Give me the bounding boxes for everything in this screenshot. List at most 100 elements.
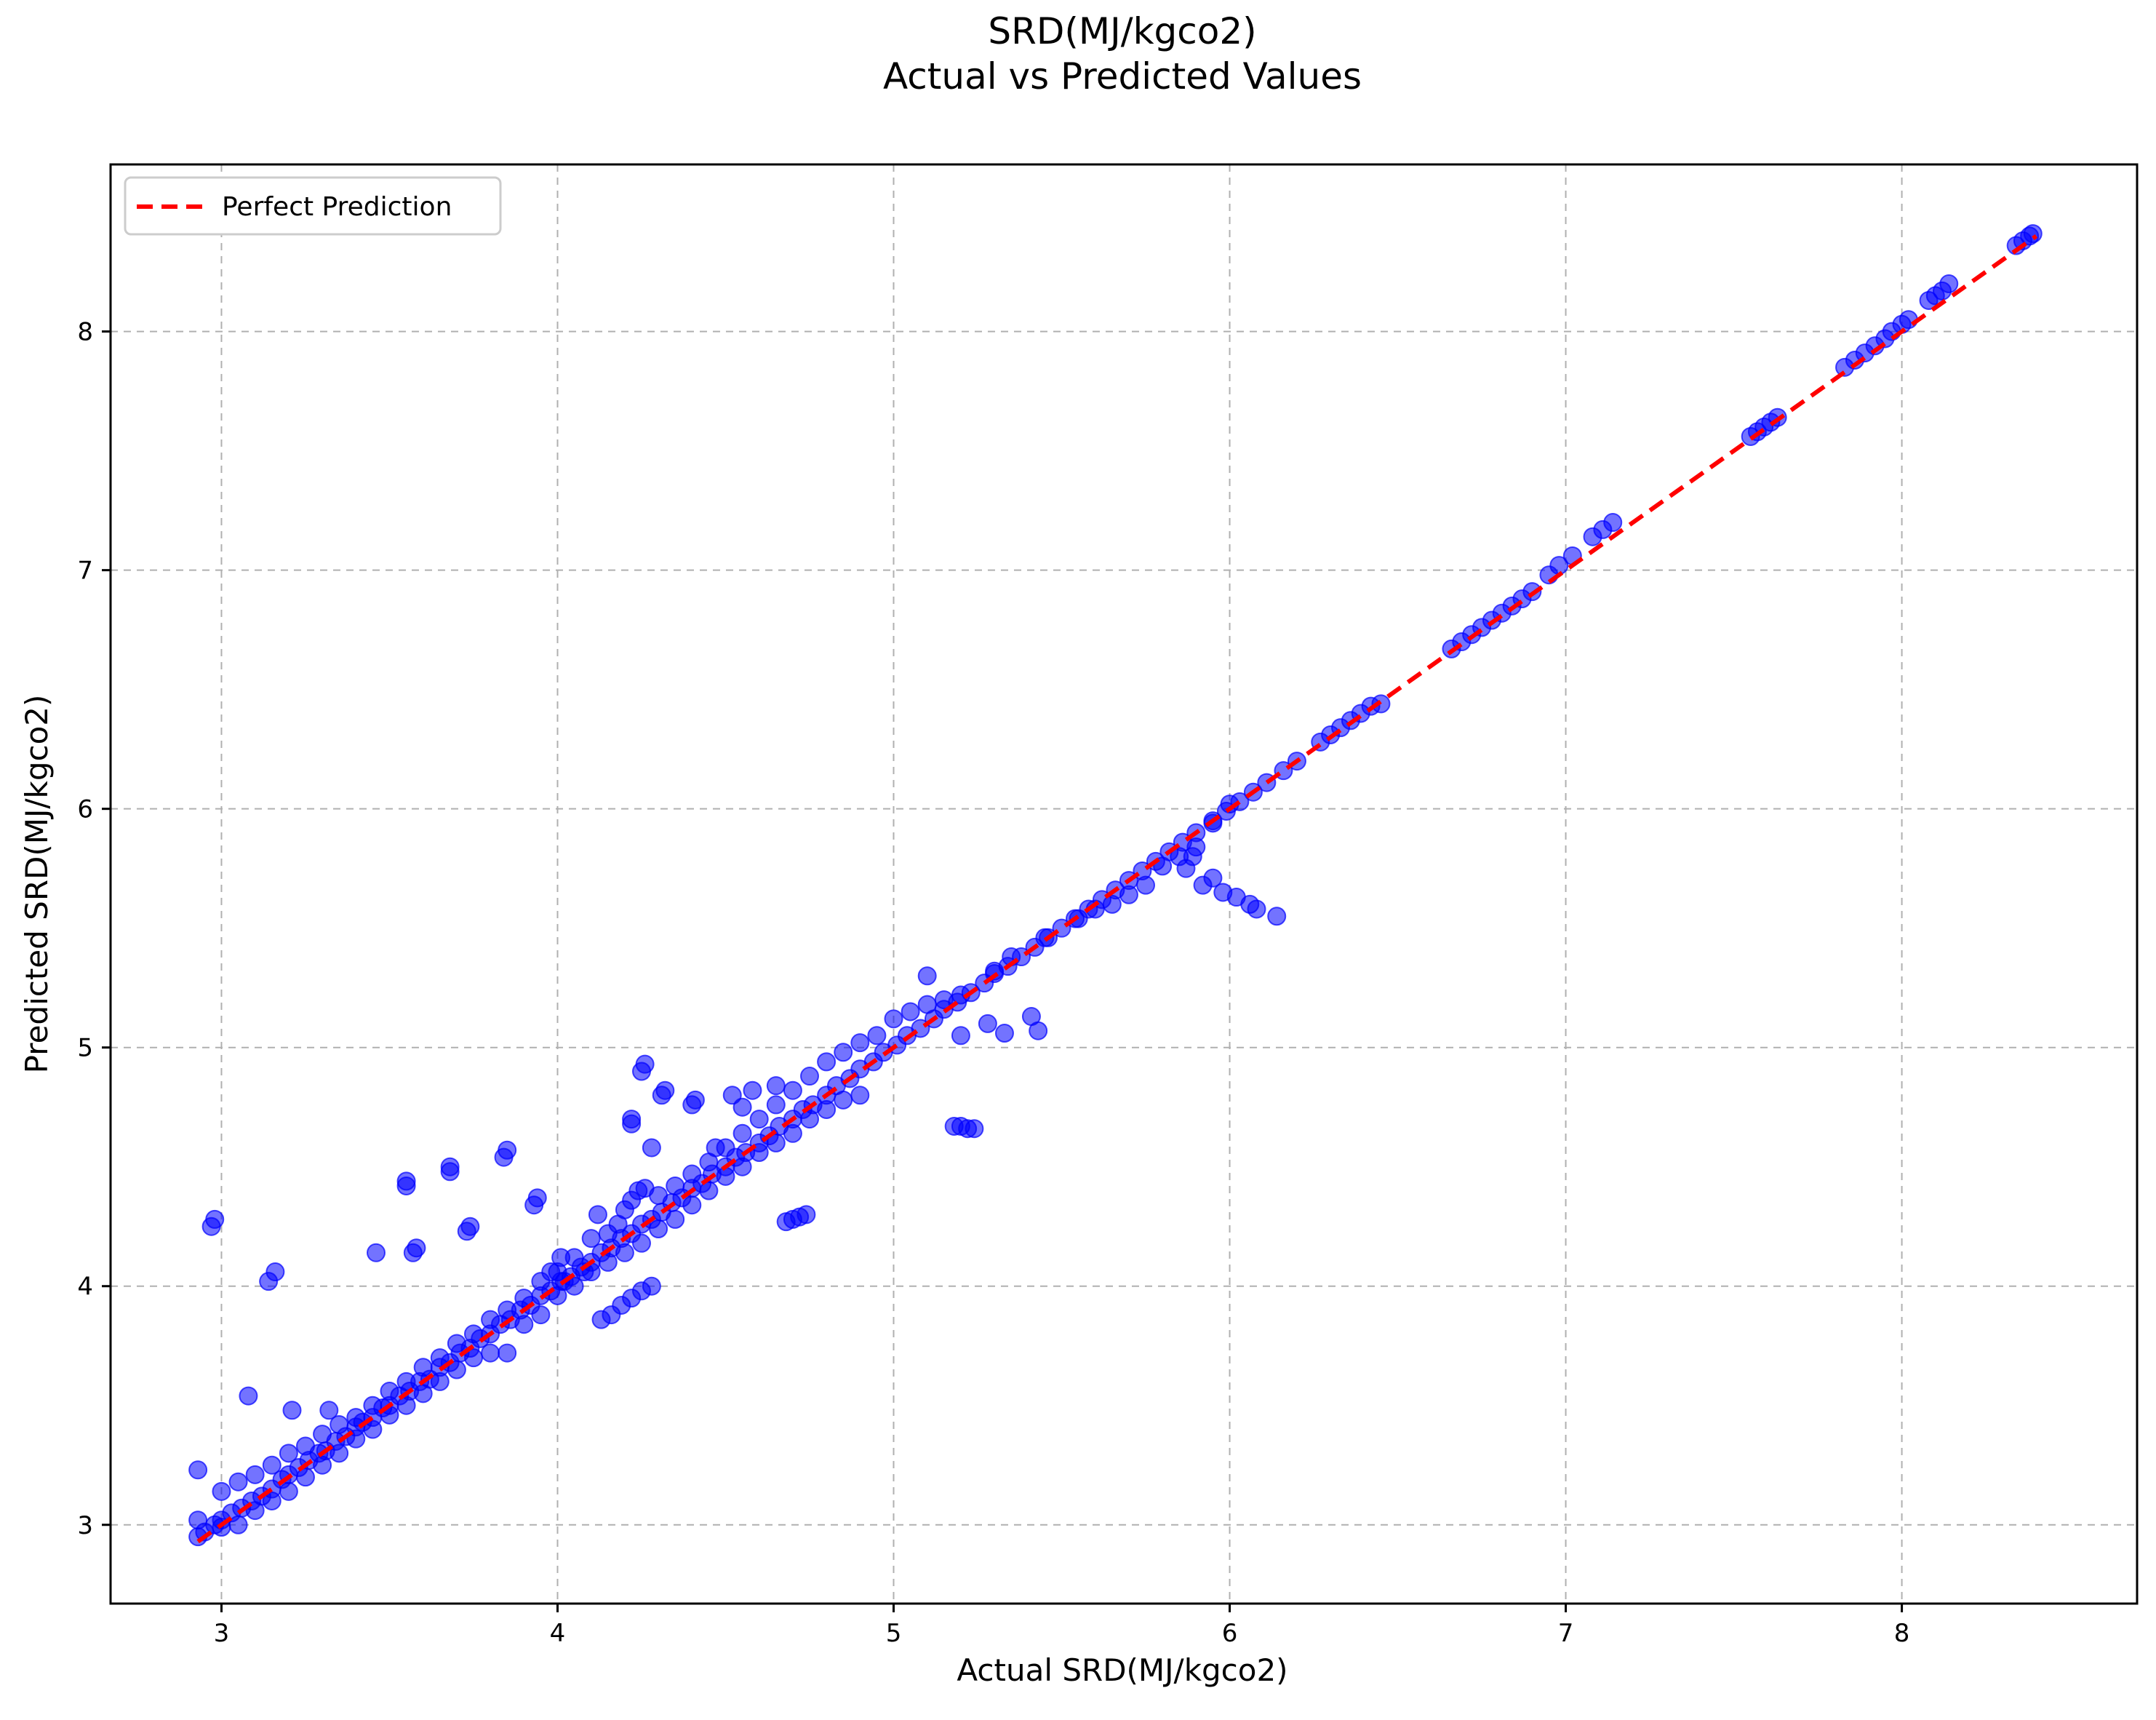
data-point bbox=[319, 1401, 339, 1420]
data-point bbox=[598, 1252, 618, 1272]
data-point bbox=[631, 1233, 651, 1253]
data-point bbox=[1203, 868, 1223, 888]
data-point bbox=[1029, 1021, 1048, 1040]
data-point bbox=[682, 1195, 702, 1215]
data-point bbox=[413, 1384, 433, 1404]
data-point bbox=[666, 1176, 685, 1195]
legend: Perfect Prediction bbox=[124, 176, 502, 236]
data-point bbox=[460, 1217, 480, 1236]
data-point bbox=[313, 1425, 332, 1444]
data-point bbox=[642, 1138, 661, 1158]
y-axis-label: Predicted SRD(MJ/kgco2) bbox=[19, 695, 55, 1074]
data-point bbox=[588, 1205, 607, 1225]
data-point bbox=[642, 1276, 661, 1296]
data-point bbox=[531, 1305, 551, 1325]
data-point bbox=[498, 1140, 517, 1160]
x-axis-label: Actual SRD(MJ/kgco2) bbox=[957, 1652, 1287, 1688]
data-point bbox=[649, 1186, 668, 1206]
data-point bbox=[817, 1099, 837, 1119]
data-point bbox=[732, 1157, 752, 1176]
data-point bbox=[978, 1014, 997, 1033]
y-tick-label: 4 bbox=[77, 1273, 93, 1302]
data-point bbox=[262, 1491, 282, 1510]
data-point bbox=[649, 1219, 668, 1238]
data-point bbox=[917, 966, 937, 986]
data-point bbox=[527, 1188, 547, 1208]
data-point bbox=[396, 1395, 416, 1415]
data-point bbox=[380, 1382, 399, 1401]
data-point bbox=[1136, 875, 1156, 895]
data-point bbox=[575, 1262, 594, 1282]
data-point bbox=[481, 1343, 500, 1363]
y-tick-label: 7 bbox=[77, 557, 93, 586]
data-point bbox=[282, 1401, 302, 1420]
data-point bbox=[313, 1455, 332, 1475]
data-point bbox=[917, 995, 937, 1014]
y-axis-ticks: 3 4 5 6 7 8 bbox=[77, 318, 111, 1540]
data-point bbox=[901, 1002, 920, 1022]
data-point bbox=[245, 1465, 265, 1484]
data-point bbox=[706, 1138, 725, 1158]
plot-frame bbox=[109, 163, 2139, 1605]
data-point bbox=[514, 1315, 534, 1334]
data-point bbox=[635, 1054, 655, 1074]
data-point bbox=[766, 1076, 786, 1096]
data-point bbox=[1119, 885, 1138, 904]
data-point bbox=[800, 1110, 820, 1129]
data-point bbox=[743, 1080, 762, 1100]
chart-subtitle: Actual vs Predicted Values bbox=[883, 55, 1362, 97]
data-point bbox=[262, 1455, 282, 1475]
x-tick-label: 4 bbox=[550, 1619, 566, 1648]
chart-title: SRD(MJ/kgco2) bbox=[988, 10, 1256, 52]
data-point bbox=[682, 1164, 702, 1184]
data-point bbox=[622, 1110, 642, 1129]
data-point bbox=[1899, 310, 1918, 330]
data-point bbox=[413, 1358, 433, 1377]
data-point bbox=[655, 1080, 675, 1100]
data-point bbox=[188, 1510, 208, 1530]
data-point bbox=[666, 1209, 685, 1229]
data-point bbox=[699, 1181, 719, 1201]
data-point bbox=[551, 1248, 571, 1267]
data-point bbox=[716, 1166, 735, 1186]
data-point bbox=[330, 1444, 349, 1463]
x-tick-label: 8 bbox=[1894, 1619, 1910, 1648]
data-point bbox=[732, 1097, 752, 1117]
data-point bbox=[834, 1043, 853, 1062]
data-point bbox=[295, 1468, 315, 1487]
data-point bbox=[447, 1360, 466, 1379]
data-point bbox=[749, 1110, 769, 1129]
perfect-prediction-line bbox=[196, 234, 2038, 1544]
x-axis-ticks: 3 4 5 6 7 8 bbox=[214, 1604, 1910, 1648]
data-point bbox=[732, 1123, 752, 1143]
data-point bbox=[615, 1243, 634, 1262]
data-point bbox=[796, 1205, 816, 1225]
data-point bbox=[850, 1033, 870, 1053]
data-point bbox=[867, 1026, 887, 1046]
data-point bbox=[330, 1414, 349, 1434]
data-point bbox=[279, 1481, 298, 1501]
data-point bbox=[2023, 224, 2043, 244]
x-tick-label: 3 bbox=[214, 1619, 230, 1648]
legend-box bbox=[124, 176, 502, 236]
y-tick-label: 8 bbox=[77, 318, 93, 347]
x-tick-label: 6 bbox=[1222, 1619, 1238, 1648]
data-point bbox=[265, 1262, 285, 1282]
data-point bbox=[1102, 894, 1122, 914]
data-point bbox=[430, 1348, 450, 1368]
data-point bbox=[366, 1243, 386, 1262]
data-point bbox=[850, 1086, 870, 1105]
x-tick-label: 7 bbox=[1558, 1619, 1574, 1648]
data-point bbox=[514, 1289, 534, 1308]
data-point bbox=[766, 1133, 786, 1152]
data-point bbox=[834, 1090, 853, 1110]
data-point bbox=[722, 1086, 742, 1105]
data-point bbox=[205, 1209, 225, 1229]
data-point bbox=[396, 1371, 416, 1391]
y-tick-label: 3 bbox=[77, 1511, 93, 1540]
data-point bbox=[783, 1080, 802, 1100]
data-point bbox=[447, 1334, 466, 1353]
data-point bbox=[951, 1026, 970, 1046]
data-point bbox=[212, 1481, 231, 1501]
